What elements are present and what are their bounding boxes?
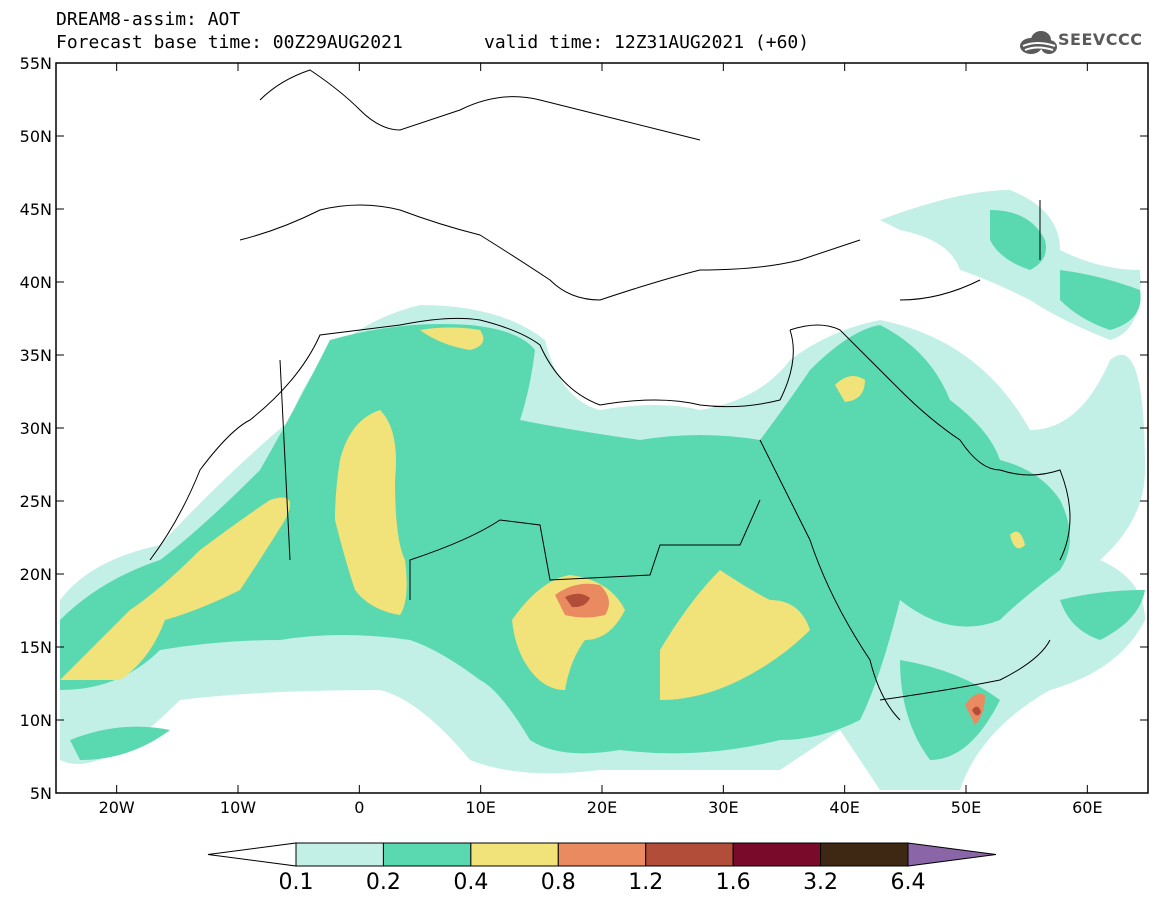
colorbar-segment <box>820 842 909 867</box>
colorbar <box>207 842 997 867</box>
coastline-layer <box>149 69 1071 721</box>
lon-tick-label: 0 <box>354 798 364 817</box>
lat-tick-label: 50N <box>20 127 52 146</box>
lon-tick-label: 40E <box>829 798 859 817</box>
title-valid-time: valid time: 12Z31AUG2021 (+60) <box>484 32 810 53</box>
lat-tick-label: 30N <box>20 419 52 438</box>
colorbar-segment <box>470 842 559 867</box>
lon-tick-label: 60E <box>1072 798 1102 817</box>
colorbar-low-arrow <box>207 842 297 867</box>
lat-tick-label: 20N <box>20 565 52 584</box>
colorbar-high-arrow <box>907 842 997 867</box>
lon-tick-label: 30E <box>708 798 738 817</box>
lon-tick-label: 10W <box>220 798 256 817</box>
lat-tick-label: 15N <box>20 638 52 657</box>
lon-tick-label: 20E <box>587 798 617 817</box>
lon-tick-label: 20W <box>99 798 135 817</box>
colorbar-segment <box>645 842 734 867</box>
colorbar-level-label: 0.1 <box>278 870 314 895</box>
lat-tick-label: 35N <box>20 346 52 365</box>
lat-tick-label: 5N <box>30 784 52 803</box>
colorbar-segment <box>557 842 647 867</box>
lat-tick-label: 40N <box>20 273 52 292</box>
lat-tick-label: 10N <box>20 711 52 730</box>
colorbar-segment <box>382 842 472 867</box>
lon-tick-label: 10E <box>465 798 495 817</box>
aot-field-layer <box>60 190 1145 790</box>
lat-tick-label: 45N <box>20 200 52 219</box>
axis-ticks: 55N 50N 45N 40N 35N 30N 25N 20N 15N 10N 5N 20W 10W 0 1… <box>20 54 1148 817</box>
title-product: DREAM8-assim: AOT <box>56 9 241 30</box>
lon-tick-label: 50E <box>951 798 981 817</box>
colorbar-level-label: 0.8 <box>540 870 576 895</box>
logo-text: SEEVCCC <box>1058 30 1143 49</box>
lat-tick-label: 55N <box>20 54 52 73</box>
colorbar-level-label: 0.2 <box>365 870 401 895</box>
colorbar-level-label: 1.6 <box>715 870 751 895</box>
colorbar-level-label: 3.2 <box>803 870 839 895</box>
colorbar-level-label: 1.2 <box>628 870 664 895</box>
colorbar-level-label: 6.4 <box>890 870 926 895</box>
title-base-time: Forecast base time: 00Z29AUG2021 <box>56 32 403 53</box>
colorbar-segment <box>295 842 384 867</box>
colorbar-level-label: 0.4 <box>453 870 489 895</box>
lat-tick-label: 25N <box>20 492 52 511</box>
colorbar-segment <box>732 842 822 867</box>
cloud-logo-icon <box>1020 31 1057 54</box>
